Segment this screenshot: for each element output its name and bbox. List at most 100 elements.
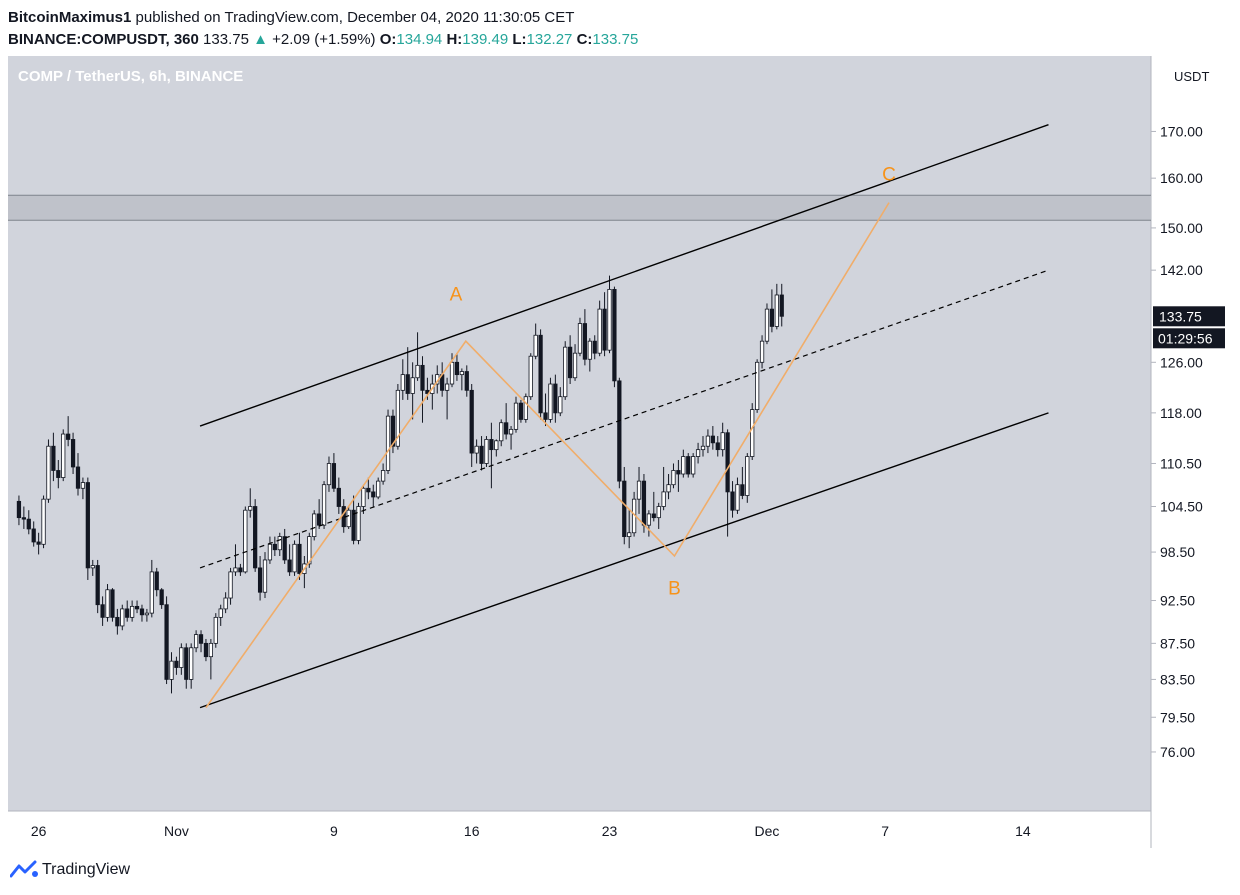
candle-up [597, 308, 602, 354]
candle-up [80, 482, 86, 489]
candle-down [479, 445, 484, 464]
candle-down [568, 346, 573, 379]
x-tick-label: Dec [755, 823, 780, 839]
candle-down [725, 432, 730, 493]
candle-down [686, 456, 691, 475]
candle-up [144, 612, 150, 616]
candle-down [420, 364, 425, 391]
candle-up [213, 616, 218, 644]
candle-down [331, 463, 337, 489]
candle-down [257, 567, 263, 593]
candle-up [376, 480, 381, 498]
candle-up [385, 415, 391, 471]
candle-up [243, 509, 248, 573]
change-arrow-icon: ▲ [253, 31, 268, 48]
candle-down [75, 466, 81, 489]
candle-down [110, 589, 115, 618]
candle-up [361, 487, 366, 507]
y-tick-label: 104.50 [1160, 499, 1203, 515]
author-name[interactable]: BitcoinMaximus1 [8, 9, 132, 26]
x-tick-label: 7 [881, 823, 889, 839]
y-tick-label: 110.50 [1160, 455, 1202, 471]
candle-up [248, 506, 253, 511]
publish-text: published on TradingView.com, December 0… [131, 9, 575, 26]
candle-down [390, 415, 396, 447]
candle-down [543, 412, 548, 420]
candle-up [449, 361, 455, 385]
candle-up [459, 371, 464, 376]
candle-up [61, 433, 66, 478]
x-tick-label: 14 [1015, 823, 1031, 839]
candle-down [154, 571, 159, 591]
candle-down [351, 509, 356, 541]
low-value: 132.27 [526, 31, 573, 48]
candle-down [779, 294, 784, 317]
candle-down [769, 308, 775, 327]
candle-down [282, 536, 287, 561]
candle-down [464, 371, 469, 391]
candle-down [592, 340, 597, 354]
candle-up [705, 435, 711, 447]
wave-path [205, 202, 890, 709]
channel-middle-line [199, 269, 1049, 569]
wave-label-a: A [450, 285, 463, 306]
time-axis-background [8, 811, 1151, 848]
plot-background [8, 56, 1151, 811]
publish-info: BitcoinMaximus1 published on TradingView… [8, 7, 574, 28]
candle-down [612, 288, 617, 382]
open-value: 134.94 [396, 31, 443, 48]
candle-up [666, 484, 671, 493]
candle-up [189, 647, 194, 680]
candle-up [41, 498, 46, 545]
y-tick-label: 126.00 [1160, 354, 1203, 370]
candle-down [469, 389, 474, 454]
y-tick-label: 87.50 [1160, 635, 1195, 651]
candle-down [272, 543, 277, 551]
last-price-label: 133.75 [1159, 308, 1202, 324]
y-tick-label: 142.00 [1160, 262, 1203, 278]
candle-up [671, 470, 676, 486]
candle-up [587, 340, 592, 360]
candle-down [518, 402, 524, 420]
y-tick-label: 79.50 [1160, 709, 1195, 725]
candle-down [287, 559, 292, 573]
y-tick-label: 118.00 [1160, 405, 1202, 421]
candle-down [489, 439, 494, 451]
candle-up [720, 432, 725, 451]
last-price-badge: 133.75 [1153, 306, 1225, 327]
candle-up [558, 396, 563, 414]
candle-up [410, 377, 415, 394]
low-label: L: [512, 31, 527, 48]
y-tick-label: 160.00 [1160, 170, 1203, 186]
wave-label-b: B [668, 579, 681, 600]
candle-down [164, 604, 169, 680]
price-chart[interactable]: A B C 170.00 160.00 150.00 142.00 126.00 118.00… [8, 56, 1230, 848]
candle-down [184, 647, 189, 680]
candle-down [617, 380, 622, 482]
candle-down [26, 518, 31, 530]
candle-up [169, 660, 174, 680]
candle-down [676, 470, 681, 475]
candle-down [174, 660, 179, 668]
candle-down [66, 433, 71, 440]
candle-up [750, 409, 755, 457]
candle-down [622, 480, 627, 537]
chart-container[interactable]: A B C 170.00 160.00 150.00 142.00 126.00 118.00… [8, 56, 1230, 848]
channel-lower-line [199, 412, 1049, 709]
candle-down [134, 605, 140, 610]
candle-down [51, 445, 56, 471]
candle-down [21, 517, 26, 520]
candle-down [405, 374, 410, 394]
chart-title: COMP / TetherUS, 6h, BINANCE [18, 68, 243, 85]
candle-up [764, 308, 770, 342]
candle-up [105, 589, 110, 618]
y-tick-label: 83.50 [1160, 671, 1195, 687]
x-tick-label: 23 [602, 823, 618, 839]
tradingview-footer[interactable]: TradingView [10, 860, 130, 880]
candle-down [139, 608, 145, 616]
candle-up [563, 346, 568, 398]
candle-down [238, 567, 243, 573]
candle-up [513, 402, 519, 430]
candle-up [179, 647, 184, 668]
candle-up [661, 491, 666, 507]
